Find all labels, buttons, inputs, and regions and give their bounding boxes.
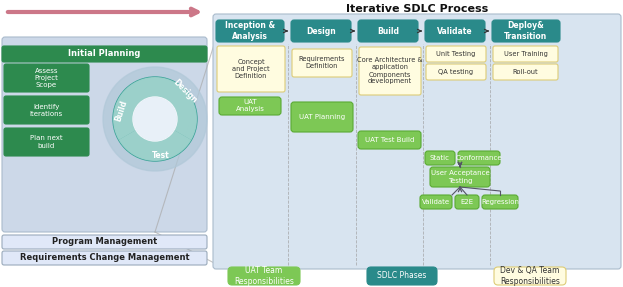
FancyBboxPatch shape	[4, 96, 89, 124]
Text: Design: Design	[306, 26, 336, 36]
FancyBboxPatch shape	[2, 46, 207, 62]
Text: Build: Build	[113, 99, 129, 123]
Text: Deploy&
Transition: Deploy& Transition	[505, 21, 548, 41]
FancyBboxPatch shape	[4, 64, 89, 92]
Text: User Training: User Training	[503, 51, 548, 57]
FancyBboxPatch shape	[219, 97, 281, 115]
FancyBboxPatch shape	[2, 37, 207, 232]
Text: Requirements Change Management: Requirements Change Management	[20, 253, 189, 263]
FancyBboxPatch shape	[2, 235, 207, 249]
Circle shape	[133, 97, 177, 141]
FancyBboxPatch shape	[458, 151, 500, 165]
Text: Validate: Validate	[437, 26, 473, 36]
Polygon shape	[113, 77, 155, 140]
Text: UAT Planning: UAT Planning	[299, 114, 345, 120]
Text: Iterative SDLC Process: Iterative SDLC Process	[346, 4, 488, 14]
Text: UAT Test Build: UAT Test Build	[365, 137, 414, 143]
Text: Dev & QA Team
Responsibilities: Dev & QA Team Responsibilities	[500, 266, 560, 286]
FancyBboxPatch shape	[292, 49, 352, 77]
FancyBboxPatch shape	[4, 128, 89, 156]
Text: Identify
Iterations: Identify Iterations	[30, 104, 63, 117]
Text: Build: Build	[377, 26, 399, 36]
Text: Validate: Validate	[422, 199, 450, 205]
FancyBboxPatch shape	[482, 195, 518, 209]
Text: Inception &
Analysis: Inception & Analysis	[225, 21, 275, 41]
Text: Initial Planning: Initial Planning	[69, 49, 141, 59]
Text: User Acceptance
Testing: User Acceptance Testing	[430, 170, 490, 183]
Text: Test: Test	[152, 150, 170, 160]
FancyBboxPatch shape	[291, 102, 353, 132]
FancyBboxPatch shape	[430, 167, 490, 187]
Text: Roll-out: Roll-out	[513, 69, 538, 75]
Text: Core Architecture &
application
Components
development: Core Architecture & application Componen…	[357, 57, 423, 84]
Text: E2E: E2E	[460, 199, 473, 205]
Text: Unit Testing: Unit Testing	[436, 51, 476, 57]
FancyBboxPatch shape	[420, 195, 452, 209]
Text: Regression: Regression	[481, 199, 519, 205]
Text: SDLC Phases: SDLC Phases	[378, 272, 427, 280]
FancyBboxPatch shape	[493, 64, 558, 80]
FancyBboxPatch shape	[216, 20, 284, 42]
Text: Static: Static	[430, 155, 450, 161]
Circle shape	[103, 67, 207, 171]
Text: UAT
Analysis: UAT Analysis	[235, 100, 264, 113]
Text: Assess
Project
Scope: Assess Project Scope	[34, 68, 59, 88]
FancyBboxPatch shape	[494, 267, 566, 285]
Text: Design: Design	[171, 77, 199, 105]
FancyBboxPatch shape	[492, 20, 560, 42]
FancyBboxPatch shape	[426, 64, 486, 80]
Text: Plan next
build: Plan next build	[30, 135, 63, 148]
Text: Conformance: Conformance	[455, 155, 502, 161]
Polygon shape	[118, 130, 191, 161]
FancyBboxPatch shape	[493, 46, 558, 62]
FancyBboxPatch shape	[228, 267, 300, 285]
FancyBboxPatch shape	[426, 46, 486, 62]
FancyBboxPatch shape	[358, 131, 421, 149]
Text: UAT Team
Responsibilities: UAT Team Responsibilities	[234, 266, 294, 286]
FancyBboxPatch shape	[217, 46, 285, 92]
FancyBboxPatch shape	[358, 20, 418, 42]
FancyBboxPatch shape	[367, 267, 437, 285]
Text: Concept
and Project
Definition: Concept and Project Definition	[232, 59, 270, 79]
Polygon shape	[155, 77, 197, 140]
FancyBboxPatch shape	[213, 14, 621, 269]
Text: QA testing: QA testing	[439, 69, 473, 75]
Text: Program Management: Program Management	[52, 238, 157, 247]
FancyBboxPatch shape	[425, 20, 485, 42]
FancyBboxPatch shape	[359, 47, 421, 95]
FancyBboxPatch shape	[425, 151, 455, 165]
Text: Requirements
Definition: Requirements Definition	[299, 57, 345, 69]
FancyBboxPatch shape	[455, 195, 479, 209]
Circle shape	[113, 77, 197, 161]
FancyBboxPatch shape	[291, 20, 351, 42]
FancyBboxPatch shape	[2, 251, 207, 265]
